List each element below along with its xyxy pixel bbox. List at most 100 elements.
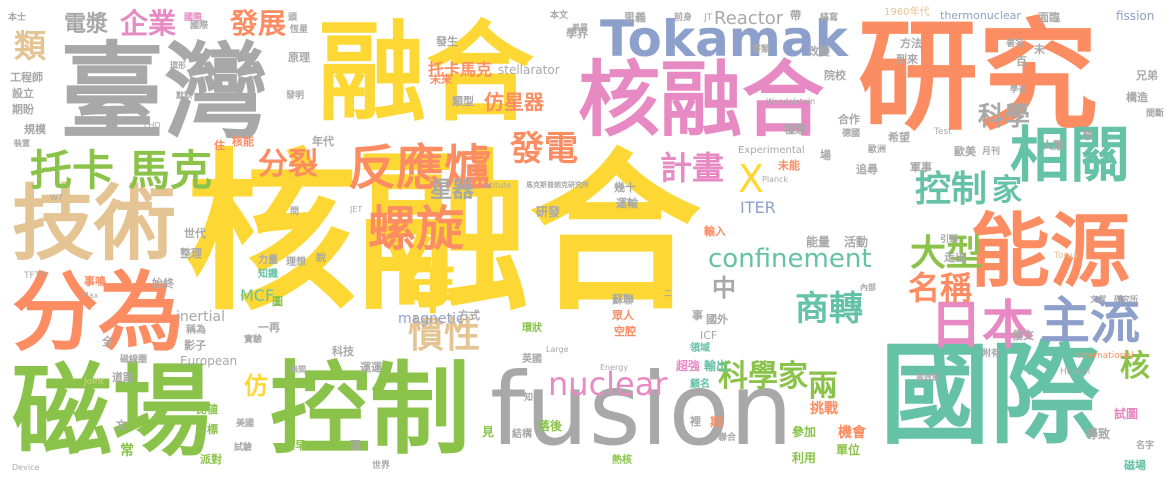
word: 圖 [272, 295, 283, 308]
word: 電漿 [64, 12, 109, 37]
word: 原理 [288, 51, 310, 64]
word: 內部 [860, 283, 876, 292]
word: 問 [290, 207, 300, 217]
word: International [1076, 351, 1134, 361]
word: 發展 [230, 7, 287, 40]
word: 最早 [284, 439, 306, 452]
word: 商轉 [795, 289, 863, 329]
word: 說 [316, 253, 326, 264]
word: 輸入 [704, 225, 726, 238]
word: 未能 [778, 159, 800, 172]
word: 發明 [286, 91, 305, 101]
word: 百 [1016, 55, 1027, 68]
word: 日本 [930, 296, 1035, 356]
word: 恆星 [290, 25, 309, 35]
word: 未來 [430, 73, 452, 86]
word: 機會 [838, 425, 866, 441]
word: 改變 [808, 45, 830, 58]
word: 月刊 [982, 147, 1001, 157]
word: 落後 [538, 419, 563, 433]
word: stellarator [498, 63, 560, 77]
word: 世界 [372, 461, 391, 471]
word: 運運 [360, 361, 382, 374]
word: 中 [712, 274, 736, 302]
word: 能量 [806, 235, 831, 249]
word: 融合 [318, 11, 535, 136]
word: Helical [1060, 367, 1091, 377]
word: Torus [1054, 251, 1078, 261]
word: Wendelstein [766, 97, 816, 106]
word: 核融合 [578, 53, 825, 148]
word: 眾人 [612, 309, 634, 322]
word: 目標 [196, 423, 218, 436]
word: 類 [14, 27, 47, 65]
word: 超強 [676, 359, 701, 373]
word: 仿 [244, 372, 268, 400]
word: MCF [240, 286, 275, 305]
word: nuclear [548, 365, 668, 403]
word: 事 [692, 309, 703, 322]
word: Large [546, 345, 569, 354]
word: 托卡 [30, 146, 115, 195]
word: 慣性 [408, 315, 481, 356]
word: 科技 [332, 345, 354, 358]
word: W7 [50, 193, 63, 202]
word: 國際 [190, 21, 209, 31]
word: 全 [102, 335, 113, 348]
word: 單位 [836, 443, 861, 457]
word: 能源 [970, 205, 1130, 298]
word: 分為 [12, 263, 184, 363]
word: 德國 [842, 129, 861, 139]
word: 挑戰 [810, 401, 838, 417]
word: 道路 [112, 371, 134, 384]
word: 仿星器 [484, 90, 544, 114]
word: 兩 [808, 369, 838, 404]
word: 前身 [674, 13, 693, 23]
word: 附有 [982, 349, 1001, 359]
word: 家 [992, 173, 1022, 208]
word: 計畫 [660, 149, 725, 187]
word: 美國 [236, 419, 255, 429]
word: 科學 [978, 102, 1031, 132]
word: inertial [176, 309, 225, 325]
word: LHD [144, 121, 161, 130]
word: 本文 [550, 11, 569, 21]
word: thermonuclear [940, 9, 1021, 22]
word: 希望 [888, 131, 910, 144]
word: 帶 [790, 9, 801, 22]
word: 力量 [258, 255, 278, 266]
word: 一再 [258, 321, 280, 334]
word: fusion [490, 351, 794, 468]
word: 空腔 [614, 325, 636, 338]
word: 企業 [120, 7, 177, 40]
word: 主流 [1040, 292, 1140, 350]
word: 文 [116, 419, 127, 432]
word: 學界 [566, 27, 588, 40]
word: 間斷 [1146, 109, 1165, 119]
word: 英國 [522, 354, 542, 365]
word: 科學家 [718, 359, 808, 394]
word: 運輸 [616, 197, 638, 210]
word: 磁場 [1124, 459, 1146, 472]
word: 技術 [12, 177, 177, 272]
word: 研究 [858, 8, 1098, 147]
word: 顧名 [690, 379, 710, 390]
word: 試圖 [1114, 407, 1139, 421]
word: 磁線圈 [120, 355, 148, 365]
word: 發電 [510, 129, 578, 169]
word: 常 [120, 443, 134, 459]
word: 名稱 [908, 269, 973, 307]
word: 文獻 [1090, 295, 1106, 304]
word: 環形 [170, 61, 186, 70]
word: 見 [482, 425, 495, 439]
word: 核能 [232, 135, 254, 148]
word: 分裂 [258, 147, 318, 182]
word: 臺灣 [60, 31, 269, 153]
word: TFTR [24, 271, 47, 281]
word: 相關 [1010, 121, 1130, 191]
word: Energy [600, 363, 629, 372]
word: fission [1116, 9, 1155, 23]
word: 理想 [286, 257, 306, 268]
word: 環狀 [522, 323, 542, 334]
